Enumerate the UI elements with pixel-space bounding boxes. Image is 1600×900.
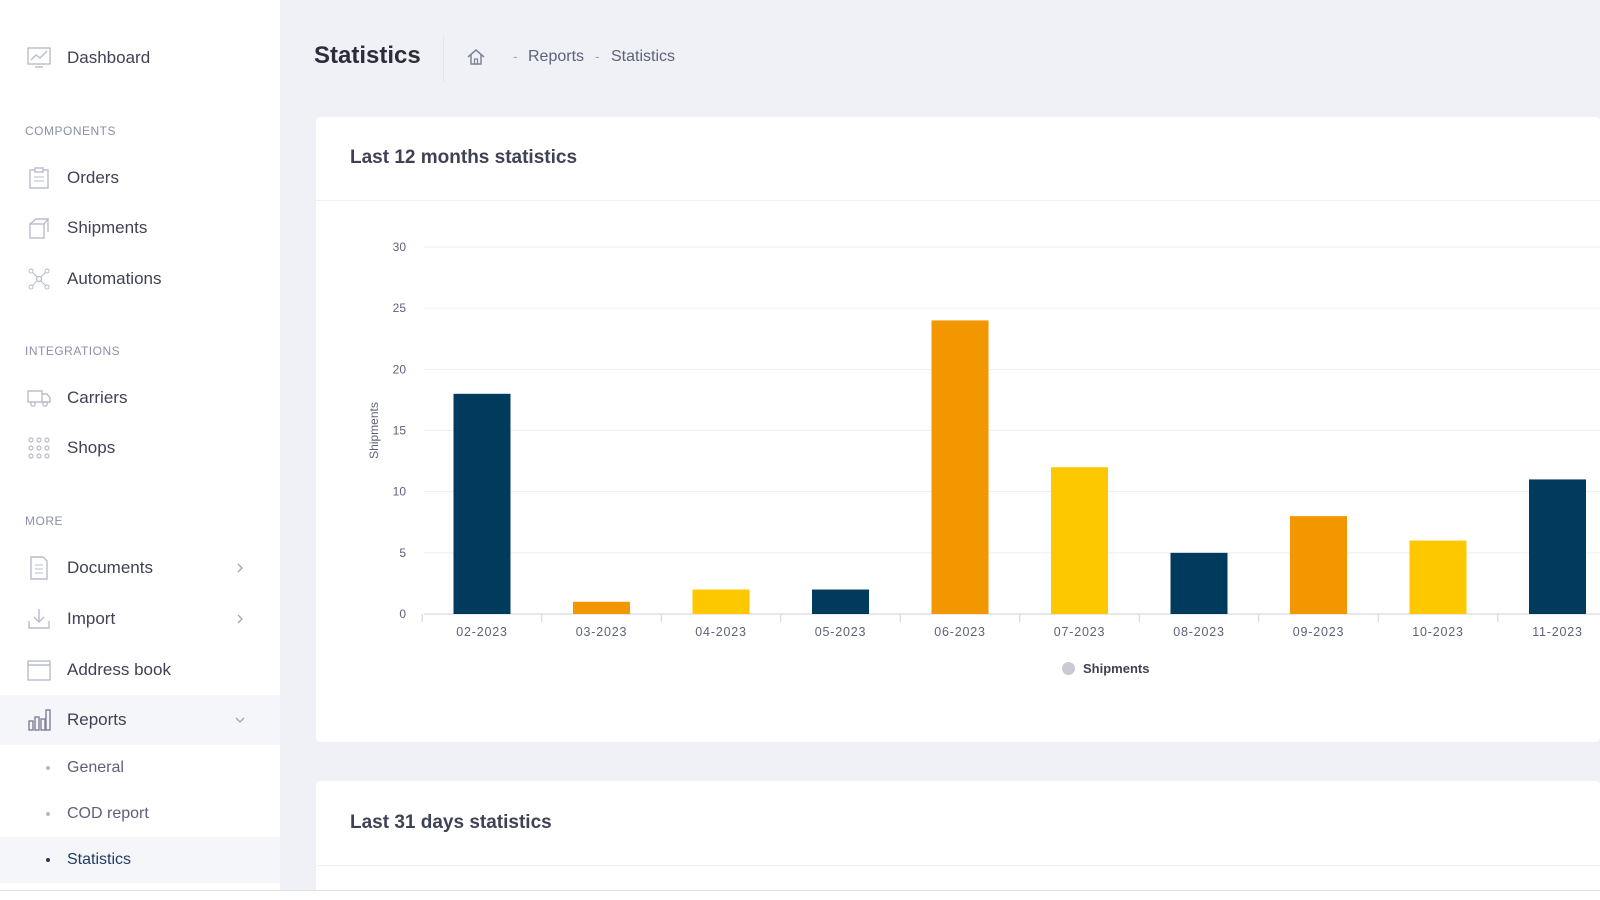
grid-dots-icon <box>27 436 51 460</box>
bar <box>931 320 989 614</box>
monthly-statistics-card: Last 12 months statistics 0 5 10 15 20 25 30 Sh… <box>316 117 1600 742</box>
bar <box>1409 540 1467 614</box>
bullet-dot <box>46 858 50 862</box>
document-icon <box>27 556 51 580</box>
sidebar-item-label: Address book <box>67 660 171 679</box>
sidebar-item-documents[interactable]: Documents <box>0 543 280 593</box>
sidebar-subitem-cod-report[interactable]: COD report <box>0 791 280 837</box>
breadcrumb-reports[interactable]: Reports <box>528 48 585 65</box>
sidebar-subitem-statistics[interactable]: Statistics <box>0 837 280 883</box>
x-tick-label: 11-2023 <box>1532 625 1583 639</box>
card-title: Last 12 months statistics <box>350 147 578 168</box>
sidebar: Dashboard COMPONENTS Orders Shipments Au… <box>0 0 280 900</box>
chevron-right-icon <box>234 562 246 574</box>
shipments-bar-chart: 0 5 10 15 20 25 30 Shipments 02-2023 03-2023 04-20… <box>367 240 1600 639</box>
x-tick-label: 07-2023 <box>1054 625 1105 639</box>
y-tick-label: 25 <box>393 301 407 315</box>
title-divider <box>443 36 444 82</box>
clipboard-icon <box>27 166 51 190</box>
bar <box>453 393 511 614</box>
bullet-dot <box>46 812 50 816</box>
x-tick-label: 04-2023 <box>695 625 746 639</box>
legend-swatch <box>1062 662 1075 675</box>
daily-statistics-card: Last 31 days statistics <box>316 781 1600 900</box>
x-tick-label: 05-2023 <box>815 625 866 639</box>
network-icon <box>27 267 51 291</box>
x-tick-label: 09-2023 <box>1293 625 1344 639</box>
sidebar-item-address-book[interactable]: Address book <box>0 645 280 695</box>
bar <box>1051 467 1108 614</box>
sidebar-item-shipments[interactable]: Shipments <box>0 203 280 253</box>
card-divider <box>316 200 1600 201</box>
bar <box>573 601 630 614</box>
sidebar-item-label: Dashboard <box>67 48 151 67</box>
sidebar-item-label: Shipments <box>67 218 148 237</box>
home-icon[interactable] <box>466 47 486 67</box>
section-heading-integrations: INTEGRATIONS <box>25 344 121 358</box>
chevron-right-icon <box>234 613 246 625</box>
legend-label: Shipments <box>1083 661 1150 676</box>
sidebar-item-label: Reports <box>67 710 127 729</box>
x-tick-label: 08-2023 <box>1173 625 1224 639</box>
sidebar-subitem-label: General <box>67 759 124 776</box>
y-tick-label: 20 <box>393 362 407 376</box>
x-tick-label: 06-2023 <box>934 625 985 639</box>
bar <box>1529 479 1586 614</box>
y-tick-label: 5 <box>399 546 406 560</box>
card-title: Last 31 days statistics <box>350 812 552 833</box>
y-tick-label: 30 <box>393 240 407 254</box>
sidebar-subitem-label: COD report <box>67 805 149 822</box>
sidebar-item-orders[interactable]: Orders <box>0 153 280 203</box>
breadcrumb-separator: - <box>595 48 600 64</box>
y-axis-label: Shipments <box>367 402 381 459</box>
bottom-scrollbar[interactable] <box>0 890 1600 900</box>
sidebar-item-dashboard[interactable]: Dashboard <box>0 33 280 83</box>
sidebar-item-label: Documents <box>67 558 153 577</box>
chevron-down-icon <box>234 714 246 726</box>
sidebar-item-label: Carriers <box>67 388 128 407</box>
sidebar-item-label: Shops <box>67 438 116 457</box>
x-tick-label: 02-2023 <box>456 625 507 639</box>
package-icon <box>27 216 51 240</box>
x-tick-label: 03-2023 <box>576 625 627 639</box>
section-heading-components: COMPONENTS <box>25 124 117 138</box>
download-icon <box>27 607 51 631</box>
bar-chart-icon <box>27 708 51 732</box>
bar <box>1290 516 1347 614</box>
y-tick-label: 10 <box>393 485 407 499</box>
y-tick-label: 0 <box>399 607 406 621</box>
sidebar-item-automations[interactable]: Automations <box>0 254 280 304</box>
chart-line-icon <box>27 46 51 70</box>
sidebar-item-shops[interactable]: Shops <box>0 423 280 473</box>
section-heading-more: MORE <box>25 514 63 528</box>
sidebar-item-carriers[interactable]: Carriers <box>0 373 280 423</box>
sidebar-item-import[interactable]: Import <box>0 594 280 644</box>
page-title: Statistics <box>314 42 421 69</box>
sidebar-item-label: Import <box>67 609 116 628</box>
card-divider <box>316 865 1600 866</box>
breadcrumb-separator: - <box>513 48 518 64</box>
x-tick-label: 10-2023 <box>1412 625 1463 639</box>
bar <box>812 589 869 614</box>
bar <box>1170 552 1228 614</box>
sidebar-item-reports[interactable]: Reports <box>0 695 280 745</box>
breadcrumb-statistics: Statistics <box>611 48 676 65</box>
bullet-dot <box>46 766 50 770</box>
book-icon <box>27 658 51 682</box>
y-tick-label: 15 <box>393 424 407 438</box>
sidebar-subitem-general[interactable]: General <box>0 745 280 791</box>
bar <box>692 589 750 614</box>
sidebar-item-label: Orders <box>67 168 119 187</box>
sidebar-item-label: Automations <box>67 269 162 288</box>
chart-legend[interactable]: Shipments <box>1062 661 1149 676</box>
truck-icon <box>27 386 51 410</box>
sidebar-subitem-label: Statistics <box>67 851 132 868</box>
